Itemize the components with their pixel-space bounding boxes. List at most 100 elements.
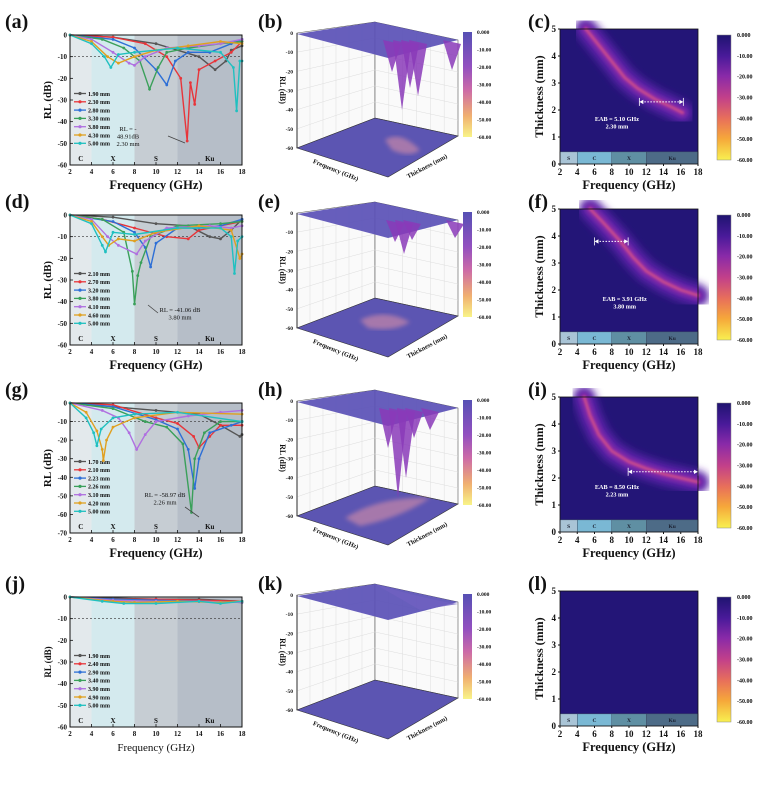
band-X xyxy=(91,403,135,533)
panel-label: (g) xyxy=(5,379,28,401)
data-point xyxy=(165,226,169,230)
data-point xyxy=(219,50,222,54)
y-tick-label: -30 xyxy=(58,659,68,667)
band-label: C xyxy=(78,523,83,531)
band-label: Ku xyxy=(205,335,214,343)
band-label: X xyxy=(627,336,631,342)
eab-label: 3.80 mm xyxy=(613,303,637,310)
y-tick-label: 3 xyxy=(552,640,557,650)
y-tick-label: -60 xyxy=(58,724,68,732)
x-tick-label: 18 xyxy=(694,535,704,545)
data-point xyxy=(133,63,136,67)
x-tick-label: 14 xyxy=(196,730,204,738)
colorbar-label: -50.00 xyxy=(477,118,491,124)
legend-marker xyxy=(78,141,82,145)
band-label: Ku xyxy=(668,336,675,342)
y-axis-label: Thickness (mm) xyxy=(532,235,546,317)
legend-marker xyxy=(78,133,82,137)
z-tick-label: -50 xyxy=(286,495,294,501)
data-point xyxy=(176,427,179,431)
legend-label: 3.90 mm xyxy=(88,687,110,693)
z-tick-label: -60 xyxy=(286,708,294,714)
data-point xyxy=(127,61,131,65)
y-tick-label: -60 xyxy=(58,342,68,350)
y-tick-label: -30 xyxy=(58,277,68,285)
legend-label: 2.70 mm xyxy=(88,280,110,286)
legend-label: 4.20 mm xyxy=(88,501,110,507)
data-point xyxy=(105,438,108,442)
data-point xyxy=(95,444,99,448)
y-tick-label: 2 xyxy=(552,473,557,483)
x-tick-label: 12 xyxy=(642,167,652,177)
data-point xyxy=(229,423,233,427)
data-point xyxy=(92,431,96,435)
colorbar xyxy=(716,596,732,723)
data-point xyxy=(197,224,201,228)
data-point xyxy=(139,261,143,265)
legend-marker xyxy=(78,313,82,317)
band-label: X xyxy=(110,523,115,531)
colorbar-label: -10.00 xyxy=(477,228,491,234)
x-tick-label: 10 xyxy=(625,729,635,739)
legend-label: 4.90 mm xyxy=(88,695,110,701)
projected-absorption xyxy=(345,497,430,526)
legend-marker xyxy=(78,125,82,129)
data-point xyxy=(135,448,139,451)
z-tick-label: -50 xyxy=(286,307,294,313)
band-Ku xyxy=(177,597,242,727)
series-line xyxy=(69,596,243,604)
data-point xyxy=(233,272,236,275)
annotation-text: 2.30 mm xyxy=(116,141,139,148)
panel-label: (i) xyxy=(528,379,547,401)
data-point xyxy=(154,42,158,46)
y-tick-label: 0 xyxy=(64,32,68,40)
legend-marker xyxy=(78,678,82,683)
band-label: X xyxy=(627,718,631,724)
data-point xyxy=(133,412,136,416)
x-tick-label: 14 xyxy=(659,535,669,545)
colorbar-label: -20.00 xyxy=(737,637,753,643)
data-point xyxy=(143,55,147,59)
data-point xyxy=(165,55,169,59)
y-tick-label: 5 xyxy=(552,392,557,402)
x-axis-label: Frequency (GHz) xyxy=(582,178,675,192)
band-Ku xyxy=(177,35,242,165)
series-line xyxy=(69,214,243,274)
y-tick-label: -20 xyxy=(58,255,68,263)
y-tick-label: -10 xyxy=(58,53,68,61)
data-point xyxy=(90,220,93,223)
band-S xyxy=(134,597,178,727)
y-tick-label: 1 xyxy=(552,500,557,510)
grid-line xyxy=(374,101,459,121)
x-tick-label: 16 xyxy=(676,729,686,739)
data-point xyxy=(176,410,179,414)
colorbar-label: -10.00 xyxy=(477,48,491,54)
z-axis-label: RL (dB) xyxy=(278,444,287,472)
colorbar-label: -10.00 xyxy=(477,416,491,422)
y-tick-label: 0 xyxy=(552,721,557,731)
data-point xyxy=(133,230,136,234)
legend-marker xyxy=(78,509,82,513)
panel-label: (l) xyxy=(528,573,547,595)
panel-label: (b) xyxy=(258,11,282,33)
band-label: Ku xyxy=(668,718,675,724)
y-tick-label: 3 xyxy=(552,258,557,268)
x-tick-label: 6 xyxy=(111,730,115,738)
colorbar-label: -60.00 xyxy=(737,338,753,344)
floor-projection xyxy=(296,679,459,740)
data-point xyxy=(154,602,158,605)
data-point xyxy=(219,237,222,241)
panel-d: (d) C X S Ku 2.10 mm 2.70 mm 3.20 mm 3.80 mm 4.10… xyxy=(5,191,246,372)
data-point xyxy=(111,230,115,234)
band-label: C xyxy=(593,718,597,724)
y-tick-label: 5 xyxy=(552,204,557,214)
panel-g: (g) C X S Ku 1.70 mm 2.10 mm 2.23 mm 2.26 mm 3.10… xyxy=(5,379,246,560)
data-point xyxy=(154,409,158,412)
x-tick-label: 4 xyxy=(575,535,580,545)
colorbar-label: -40.00 xyxy=(477,662,491,668)
floor-projection xyxy=(296,117,459,178)
legend-label: 5.00 mm xyxy=(88,322,110,328)
series-line xyxy=(69,402,243,461)
